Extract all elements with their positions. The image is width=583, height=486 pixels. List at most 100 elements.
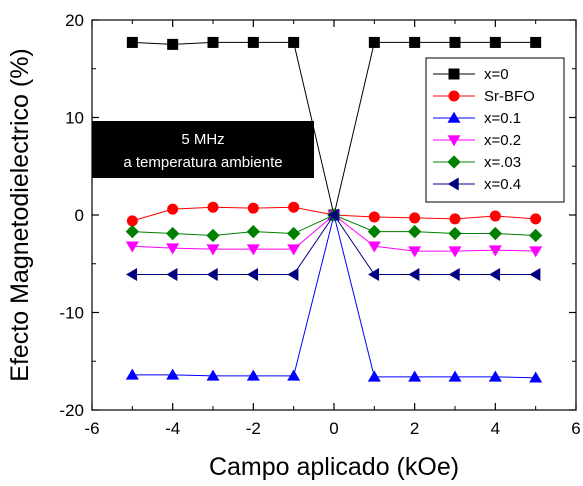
data-point bbox=[448, 267, 460, 281]
data-point bbox=[287, 244, 301, 256]
data-point bbox=[207, 201, 219, 213]
data-point bbox=[489, 210, 501, 222]
legend-label: Sr-BFO bbox=[484, 88, 535, 105]
data-point bbox=[448, 246, 462, 258]
data-point bbox=[206, 267, 218, 281]
data-point bbox=[246, 244, 260, 256]
data-point bbox=[409, 36, 421, 48]
data-point bbox=[288, 36, 300, 48]
data-point bbox=[530, 36, 542, 48]
x-tick-label: 2 bbox=[410, 419, 419, 438]
data-point bbox=[488, 245, 502, 257]
legend-frame bbox=[425, 57, 565, 203]
data-point bbox=[488, 370, 502, 382]
data-point bbox=[367, 224, 381, 239]
data-point bbox=[367, 241, 381, 253]
data-point bbox=[489, 36, 501, 48]
legend-label: x=.03 bbox=[484, 154, 521, 171]
data-point bbox=[368, 267, 380, 281]
data-point bbox=[247, 202, 259, 214]
x-axis-title: Campo aplicado (kOe) bbox=[209, 453, 459, 481]
data-point bbox=[206, 228, 220, 243]
y-tick-label: 20 bbox=[65, 11, 84, 30]
data-point bbox=[529, 371, 543, 383]
y-tick-label: 0 bbox=[75, 206, 84, 225]
data-point bbox=[126, 215, 138, 227]
legend-marker bbox=[447, 155, 461, 169]
annotation-line-2: a temperatura ambiente bbox=[123, 154, 282, 171]
data-point bbox=[206, 244, 220, 256]
x-tick-label: -6 bbox=[84, 419, 99, 438]
y-axis-title: Efecto Magnetodielectrico (%) bbox=[6, 48, 34, 381]
legend-entry: Sr-BFO bbox=[433, 88, 535, 105]
data-series bbox=[125, 36, 543, 383]
data-point bbox=[125, 224, 139, 239]
legend-marker bbox=[447, 177, 459, 191]
x-tick-label: 6 bbox=[571, 419, 580, 438]
data-point bbox=[449, 36, 461, 48]
annotation-line-1: 5 MHz bbox=[181, 131, 224, 148]
data-point bbox=[247, 36, 259, 48]
data-point bbox=[166, 226, 180, 241]
data-point bbox=[207, 36, 219, 48]
legend-label: x=0 bbox=[484, 66, 509, 83]
x-tick-label: 4 bbox=[491, 419, 500, 438]
y-tick-label: -10 bbox=[59, 304, 84, 323]
data-point bbox=[367, 370, 381, 382]
legend-marker bbox=[448, 90, 460, 102]
x-tick-label: 0 bbox=[329, 419, 338, 438]
data-point bbox=[449, 213, 461, 225]
data-point bbox=[408, 370, 422, 382]
y-tick-label: -20 bbox=[59, 401, 84, 420]
data-point bbox=[167, 38, 179, 50]
data-point bbox=[206, 369, 220, 381]
y-tick-label: 10 bbox=[65, 109, 84, 128]
data-point bbox=[167, 203, 179, 215]
legend-entry: x=0.4 bbox=[433, 176, 521, 193]
data-point bbox=[288, 201, 300, 213]
legend-label: x=0.1 bbox=[484, 110, 521, 127]
data-point bbox=[529, 267, 541, 281]
legend-label: x=0.4 bbox=[484, 176, 521, 193]
data-point bbox=[448, 370, 462, 382]
x-tick-label: -2 bbox=[246, 419, 261, 438]
data-point bbox=[530, 213, 542, 225]
data-point bbox=[409, 212, 421, 224]
data-point bbox=[327, 208, 339, 222]
legend-entry: x=0.2 bbox=[433, 132, 521, 149]
data-point bbox=[126, 36, 138, 48]
data-point bbox=[408, 246, 422, 258]
legend-entry: x=0.1 bbox=[433, 110, 521, 127]
data-point bbox=[125, 368, 139, 380]
data-point bbox=[126, 267, 138, 281]
x-tick-label: -4 bbox=[165, 419, 180, 438]
data-point bbox=[368, 36, 380, 48]
data-point bbox=[489, 267, 501, 281]
legend-label: x=0.2 bbox=[484, 132, 521, 149]
series-6 bbox=[126, 208, 541, 281]
series-2 bbox=[126, 201, 542, 227]
data-point bbox=[287, 369, 301, 381]
data-point bbox=[529, 228, 543, 243]
data-point bbox=[448, 226, 462, 241]
data-point bbox=[408, 224, 422, 239]
data-point bbox=[166, 368, 180, 380]
data-point bbox=[125, 241, 139, 253]
legend: x=0 Sr-BFO x=0.1 x=0.2 x=.03 x=0.4 bbox=[425, 57, 565, 203]
data-point bbox=[246, 369, 260, 381]
legend-marker bbox=[447, 135, 461, 147]
legend-marker bbox=[447, 111, 461, 123]
data-point bbox=[247, 267, 259, 281]
data-point bbox=[166, 243, 180, 255]
data-point bbox=[529, 246, 543, 258]
legend-entry: x=0 bbox=[433, 66, 509, 83]
data-point bbox=[408, 267, 420, 281]
legend-entry: x=.03 bbox=[433, 154, 521, 171]
data-point bbox=[166, 267, 178, 281]
data-point bbox=[488, 226, 502, 241]
data-point bbox=[287, 267, 299, 281]
legend-marker bbox=[448, 68, 460, 80]
annotation-box: 5 MHz a temperatura ambiente bbox=[92, 121, 314, 178]
